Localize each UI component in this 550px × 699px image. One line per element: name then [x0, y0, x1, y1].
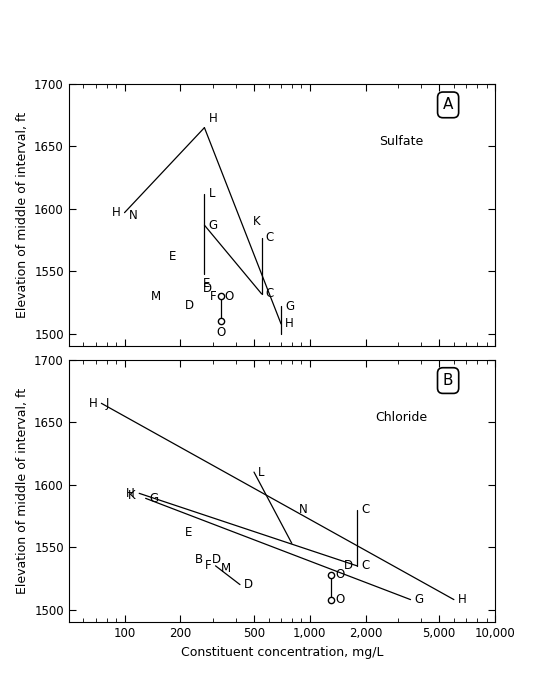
Text: H: H — [126, 487, 135, 500]
Text: F: F — [210, 290, 216, 303]
Text: G: G — [150, 492, 159, 505]
Text: N: N — [299, 503, 307, 516]
Text: O: O — [335, 593, 344, 606]
Text: H: H — [458, 593, 467, 606]
Text: K: K — [252, 215, 260, 228]
Text: O: O — [216, 326, 225, 338]
Text: D: D — [344, 559, 353, 572]
Text: K: K — [128, 489, 135, 503]
Text: M: M — [151, 290, 161, 303]
Text: F: F — [205, 559, 211, 572]
Text: D: D — [244, 578, 253, 591]
Text: Chloride: Chloride — [375, 411, 427, 424]
Text: M: M — [221, 562, 231, 575]
Text: E: E — [202, 278, 210, 290]
Text: L: L — [208, 187, 215, 201]
Y-axis label: Elevation of middle of interval, ft: Elevation of middle of interval, ft — [15, 112, 29, 318]
Text: G: G — [208, 219, 218, 231]
Text: J: J — [106, 397, 109, 410]
Text: C: C — [266, 231, 274, 244]
Text: C: C — [361, 559, 370, 572]
Text: H: H — [112, 206, 120, 219]
Text: D: D — [185, 298, 194, 312]
Text: D: D — [212, 553, 221, 566]
Text: D: D — [202, 282, 212, 296]
Text: E: E — [169, 250, 177, 263]
Text: N: N — [129, 209, 138, 222]
Y-axis label: Elevation of middle of interval, ft: Elevation of middle of interval, ft — [15, 388, 29, 594]
Text: C: C — [361, 503, 370, 516]
Text: O: O — [225, 290, 234, 303]
X-axis label: Constituent concentration, mg/L: Constituent concentration, mg/L — [180, 646, 383, 658]
Text: B: B — [195, 553, 203, 566]
Text: G: G — [415, 593, 424, 606]
Text: A: A — [443, 97, 453, 113]
Text: B: B — [443, 373, 453, 388]
Text: H: H — [285, 317, 294, 331]
Text: H: H — [208, 112, 217, 125]
Text: C: C — [266, 287, 274, 301]
Text: Sulfate: Sulfate — [379, 135, 424, 148]
Text: O: O — [335, 568, 344, 581]
Text: G: G — [285, 300, 294, 313]
Text: H: H — [89, 397, 97, 410]
Text: L: L — [258, 466, 265, 479]
Text: E: E — [184, 526, 192, 539]
